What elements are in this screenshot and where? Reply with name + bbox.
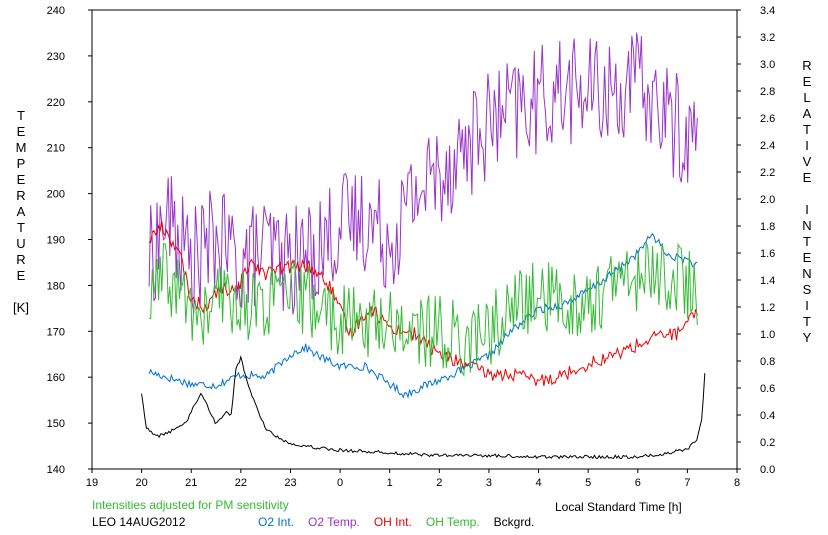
left-tick-label: 190 [47, 235, 65, 247]
left-tick-label: 240 [47, 5, 65, 17]
right-tick-label: 2.2 [760, 167, 775, 179]
left-axis-unit: [K] [13, 300, 29, 315]
x-tick-label: 21 [185, 477, 197, 489]
right-tick-label: 3.2 [760, 32, 775, 44]
right-tick-label: 2.4 [760, 140, 775, 152]
left-tick-label: 170 [47, 326, 65, 338]
x-tick-label: 0 [337, 477, 343, 489]
right-tick-label: 1.0 [760, 329, 775, 341]
x-axis-label: Local Standard Time [h] [555, 500, 682, 514]
right-tick-label: 3.0 [760, 59, 775, 71]
series-line-4 [141, 354, 706, 460]
sensitivity-note: Intensities adjusted for PM sensitivity [92, 498, 289, 512]
left-tick-label: 200 [47, 189, 65, 201]
series-layer [141, 32, 706, 460]
x-tick-label: 19 [86, 477, 98, 489]
series-line-1 [148, 32, 698, 315]
x-tick-label: 1 [387, 477, 393, 489]
x-tick-label: 6 [635, 477, 641, 489]
left-tick-label: 230 [47, 51, 65, 63]
series-line-0 [148, 232, 698, 399]
x-axis-ticks: 19 20 21 22 23 0 1 2 3 4 5 6 7 8 [86, 469, 740, 489]
left-tick-label: 160 [47, 372, 65, 384]
left-tick-label: 180 [47, 280, 65, 292]
legend-item: O2 Temp. [308, 515, 360, 529]
right-tick-label: 2.0 [760, 194, 775, 206]
right-tick-label: 0.6 [760, 383, 775, 395]
right-tick-label: 3.4 [760, 5, 775, 17]
legend-item: OH Temp. [425, 515, 480, 529]
plot-frame [91, 9, 738, 470]
legend-item: OH Int. [373, 515, 412, 529]
right-axis-ticks: 0.0 0.2 0.4 0.6 0.8 1.0 1.2 1.4 1.6 1.8 2.0 2.2 2.4 2… [737, 5, 775, 476]
left-tick-label: 140 [47, 464, 65, 476]
x-tick-label: 2 [436, 477, 442, 489]
x-tick-label: 7 [684, 477, 690, 489]
right-tick-label: 0.0 [760, 464, 775, 476]
station-date: LEO 14AUG2012 [92, 515, 186, 529]
left-tick-label: 220 [47, 97, 65, 109]
right-tick-label: 2.8 [760, 86, 775, 98]
x-tick-label: 3 [486, 477, 492, 489]
legend: O2 Int. O2 Temp. OH Int. OH Temp. Bckgrd. [258, 515, 548, 529]
right-tick-label: 0.4 [760, 410, 775, 422]
right-tick-label: 0.8 [760, 356, 775, 368]
x-tick-label: 5 [585, 477, 591, 489]
legend-item: O2 Int. [258, 515, 295, 529]
x-tick-label: 22 [235, 477, 247, 489]
left-axis-ticks: 140 150 160 170 180 190 200 210 220 230 240 [47, 5, 92, 476]
right-tick-label: 0.2 [760, 437, 775, 449]
right-tick-label: 2.6 [760, 113, 775, 125]
series-line-2 [148, 220, 698, 387]
right-tick-label: 1.8 [760, 221, 775, 233]
left-tick-label: 150 [47, 418, 65, 430]
right-tick-label: 1.2 [760, 302, 775, 314]
left-tick-label: 210 [47, 143, 65, 155]
legend-item: Bckgrd. [493, 515, 535, 529]
x-tick-label: 20 [135, 477, 147, 489]
x-tick-label: 8 [734, 477, 740, 489]
right-tick-label: 1.4 [760, 275, 775, 287]
right-tick-label: 1.6 [760, 248, 775, 260]
x-tick-label: 4 [535, 477, 541, 489]
x-tick-label: 23 [284, 477, 296, 489]
series-line-3 [149, 241, 698, 377]
